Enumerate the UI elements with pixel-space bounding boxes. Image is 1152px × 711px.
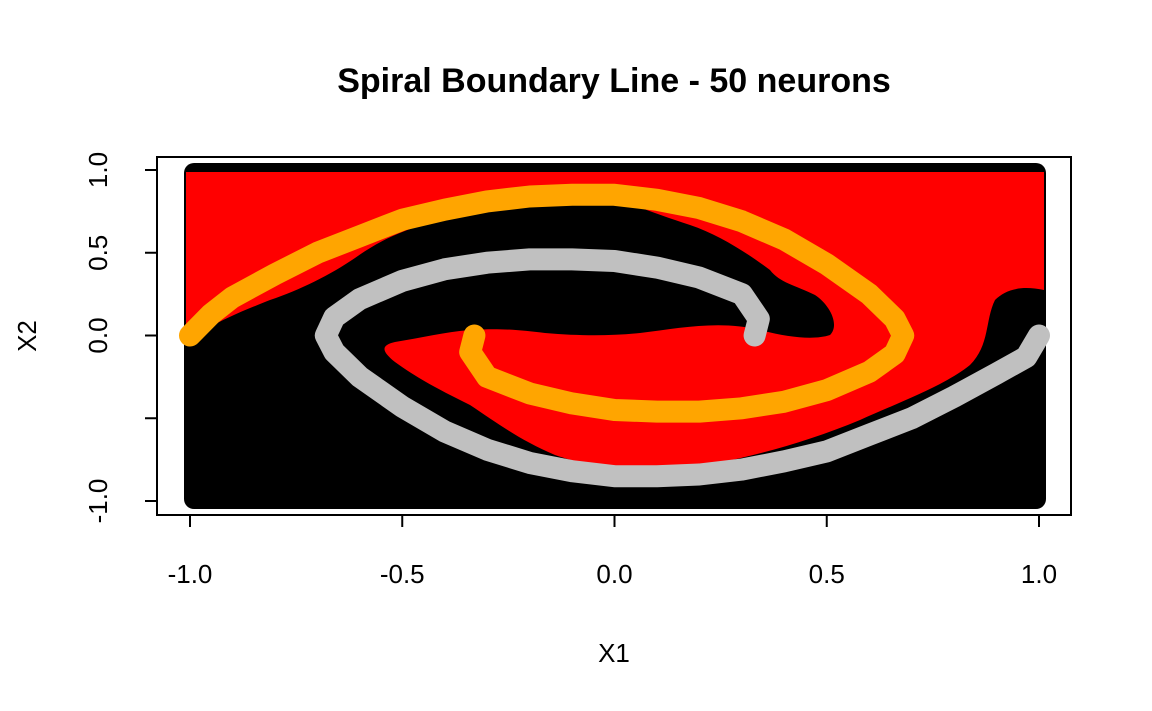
x-tick-label: 0.5 — [809, 559, 845, 589]
x-tick-label: 0.0 — [596, 559, 632, 589]
y-tick-label: 0.5 — [83, 235, 113, 271]
x-axis: -1.0 -0.5 0.0 0.5 1.0 — [168, 514, 1057, 589]
y-axis: -1.0 0.0 0.5 1.0 — [83, 152, 158, 524]
y-tick-label: -1.0 — [83, 479, 113, 524]
orange-boundary-line — [179, 183, 915, 423]
x-tick-label: -1.0 — [168, 559, 213, 589]
x-axis-title: X1 — [598, 638, 630, 668]
y-tick-label: 0.0 — [83, 317, 113, 353]
boundary-lines — [179, 183, 1050, 488]
x-tick-label: 1.0 — [1021, 559, 1057, 589]
plot-area — [184, 163, 1046, 509]
gray-boundary-line — [314, 248, 1050, 488]
y-axis-title: X2 — [12, 320, 42, 352]
y-tick-label: 1.0 — [83, 152, 113, 188]
chart-title: Spiral Boundary Line - 50 neurons — [337, 62, 891, 100]
x-tick-label: -0.5 — [380, 559, 425, 589]
